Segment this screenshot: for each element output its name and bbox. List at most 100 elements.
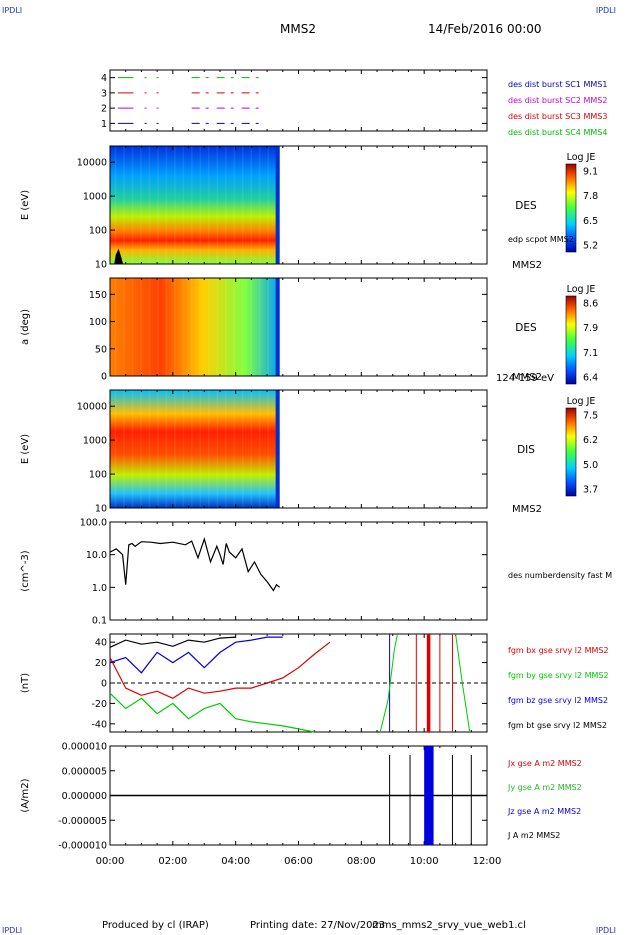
des_energy-ytick-label: 1000 bbox=[83, 192, 107, 203]
des_pitch-streak bbox=[250, 278, 253, 376]
des_energy-colorbar-tick: 9.1 bbox=[583, 167, 598, 178]
des_energy-colorbar bbox=[565, 163, 577, 253]
current-burst-block bbox=[424, 746, 434, 845]
des_pitch-streak bbox=[191, 278, 193, 376]
des_energy-streak bbox=[157, 146, 159, 264]
des_pitch-streak bbox=[131, 278, 134, 376]
des_pitch-colorbar-tick: 8.6 bbox=[583, 299, 598, 310]
des_pitch-heatmap bbox=[110, 278, 280, 376]
des_energy-ytick-label: 100 bbox=[89, 226, 107, 237]
des_pitch-edge bbox=[275, 278, 280, 376]
time-tick-label: 06:00 bbox=[284, 856, 313, 867]
des_energy-streak bbox=[174, 146, 176, 264]
density-ytick-label: 0.1 bbox=[92, 616, 107, 627]
current-ylabel: (A/m2) bbox=[20, 778, 31, 812]
magnetic_field-ytick-label: -20 bbox=[91, 699, 107, 710]
des_pitch-colorbar-tick: 6.4 bbox=[583, 373, 598, 384]
des_pitch-streak bbox=[258, 278, 261, 376]
dis_energy-instrument-label: DIS bbox=[517, 444, 535, 456]
des_energy-streak bbox=[140, 146, 142, 264]
des_energy-streak bbox=[216, 146, 219, 264]
des_energy-colorbar-tick: 7.8 bbox=[583, 191, 598, 202]
current-ytick-label: 0.000000 bbox=[62, 791, 107, 802]
magnetic_field-series-line bbox=[109, 636, 283, 674]
des_pitch-colorbar-tick: 7.1 bbox=[583, 348, 598, 359]
time-tick-label: 02:00 bbox=[158, 856, 187, 867]
corner-label-top-right: IPDLI bbox=[595, 6, 616, 15]
dis_energy-ylabel: E (eV) bbox=[20, 434, 31, 464]
footer-printing-date: Printing date: 27/Nov/2023 bbox=[250, 920, 386, 931]
des_energy-streak bbox=[224, 146, 227, 264]
des_pitch-ytick-label: 50 bbox=[95, 344, 107, 355]
des_energy-colorbar-title: Log JE bbox=[567, 152, 596, 163]
dis_energy-streak bbox=[208, 390, 210, 508]
des_energy-streak bbox=[165, 146, 168, 264]
current-legend-entry: Jx gse A m2 MMS2 bbox=[507, 759, 582, 768]
date-title: 14/Feb/2016 00:00 bbox=[428, 22, 542, 36]
time-tick-label: 04:00 bbox=[221, 856, 250, 867]
des_pitch-streak bbox=[174, 278, 176, 376]
dis_energy-colorbar-title: Log JE bbox=[567, 396, 596, 407]
dis_energy-streak bbox=[165, 390, 168, 508]
des_pitch-colorbar-tick: 7.9 bbox=[583, 323, 598, 334]
dis_energy-streak bbox=[174, 390, 176, 508]
dis_energy-colorbar-tick: 6.2 bbox=[583, 435, 598, 446]
dis_energy-streak bbox=[191, 390, 193, 508]
des_pitch-streak bbox=[216, 278, 219, 376]
burst-ytick-label: 2 bbox=[101, 104, 107, 115]
magnetic_field-ytick-label: 40 bbox=[95, 638, 107, 649]
des_energy-streak bbox=[258, 146, 261, 264]
magnetic_field-series-line bbox=[109, 692, 315, 733]
dis_energy-streak bbox=[241, 390, 244, 508]
dis_energy-streak bbox=[148, 390, 151, 508]
current-legend-entry: Jy gse A m2 MMS2 bbox=[507, 783, 582, 792]
current-legend-entry: Jz gse A m2 MMS2 bbox=[507, 807, 581, 816]
des_pitch-streak bbox=[140, 278, 142, 376]
des_energy-streak bbox=[191, 146, 193, 264]
des_energy-streak bbox=[241, 146, 244, 264]
des_energy-instrument-label: DES bbox=[515, 200, 537, 212]
des_energy-streak bbox=[182, 146, 185, 264]
dis_energy-ytick-label: 100 bbox=[89, 470, 107, 481]
time-tick-label: 08:00 bbox=[347, 856, 376, 867]
magnetic_field-legend-entry: fgm by gse srvy l2 MMS2 bbox=[508, 671, 609, 680]
scpot-trace bbox=[114, 248, 124, 265]
time-tick-label: 10:00 bbox=[410, 856, 439, 867]
current-legend-entry: J A m2 MMS2 bbox=[507, 831, 560, 840]
spacecraft-title: MMS2 bbox=[280, 22, 316, 36]
des_energy-streak bbox=[131, 146, 134, 264]
density-ylabel: (cm^-3) bbox=[20, 550, 31, 591]
dis_energy-edge bbox=[275, 390, 280, 508]
des_energy-edge bbox=[275, 146, 280, 264]
des_pitch-streak bbox=[157, 278, 159, 376]
current-ytick-label: 0.000005 bbox=[62, 766, 107, 777]
corner-label-bottom-right: IPDLI bbox=[595, 926, 616, 935]
density-legend-entry: des numberdensity fast M bbox=[508, 571, 612, 580]
des_pitch-colorbar-title: Log JE bbox=[567, 284, 596, 295]
dis_energy-streak bbox=[157, 390, 159, 508]
magnetic_field-ytick-label: 20 bbox=[95, 658, 107, 669]
field-late-by bbox=[455, 633, 471, 733]
dis_energy-ytick-label: 10 bbox=[95, 504, 107, 515]
dis_energy-streak bbox=[123, 390, 125, 508]
dis_energy-streak bbox=[224, 390, 227, 508]
footer-produced-by: Produced by cl (IRAP) bbox=[102, 920, 209, 931]
des_pitch-streak bbox=[208, 278, 210, 376]
burst-ytick-label: 3 bbox=[101, 88, 107, 99]
des_energy-ytick-label: 10000 bbox=[77, 158, 107, 169]
density-frame bbox=[109, 521, 488, 621]
dis_energy-heatmap bbox=[110, 390, 280, 508]
dis_energy-streak bbox=[250, 390, 253, 508]
density-ytick-label: 10.0 bbox=[86, 550, 107, 561]
des_pitch-streak bbox=[233, 278, 236, 376]
current-ytick-label: 0.000010 bbox=[62, 742, 107, 753]
dis_energy-colorbar-tick: 5.0 bbox=[583, 460, 598, 471]
burst-ytick-label: 1 bbox=[101, 119, 107, 130]
current-ytick-label: -0.000010 bbox=[58, 841, 107, 852]
des_pitch-streak bbox=[224, 278, 227, 376]
magnetic_field-ytick-label: -40 bbox=[91, 719, 107, 730]
des_energy-streak bbox=[148, 146, 151, 264]
des_pitch-ytick-label: 150 bbox=[89, 290, 107, 301]
des_pitch-ylabel: a (deg) bbox=[20, 309, 31, 345]
time-tick-label: 12:00 bbox=[473, 856, 502, 867]
